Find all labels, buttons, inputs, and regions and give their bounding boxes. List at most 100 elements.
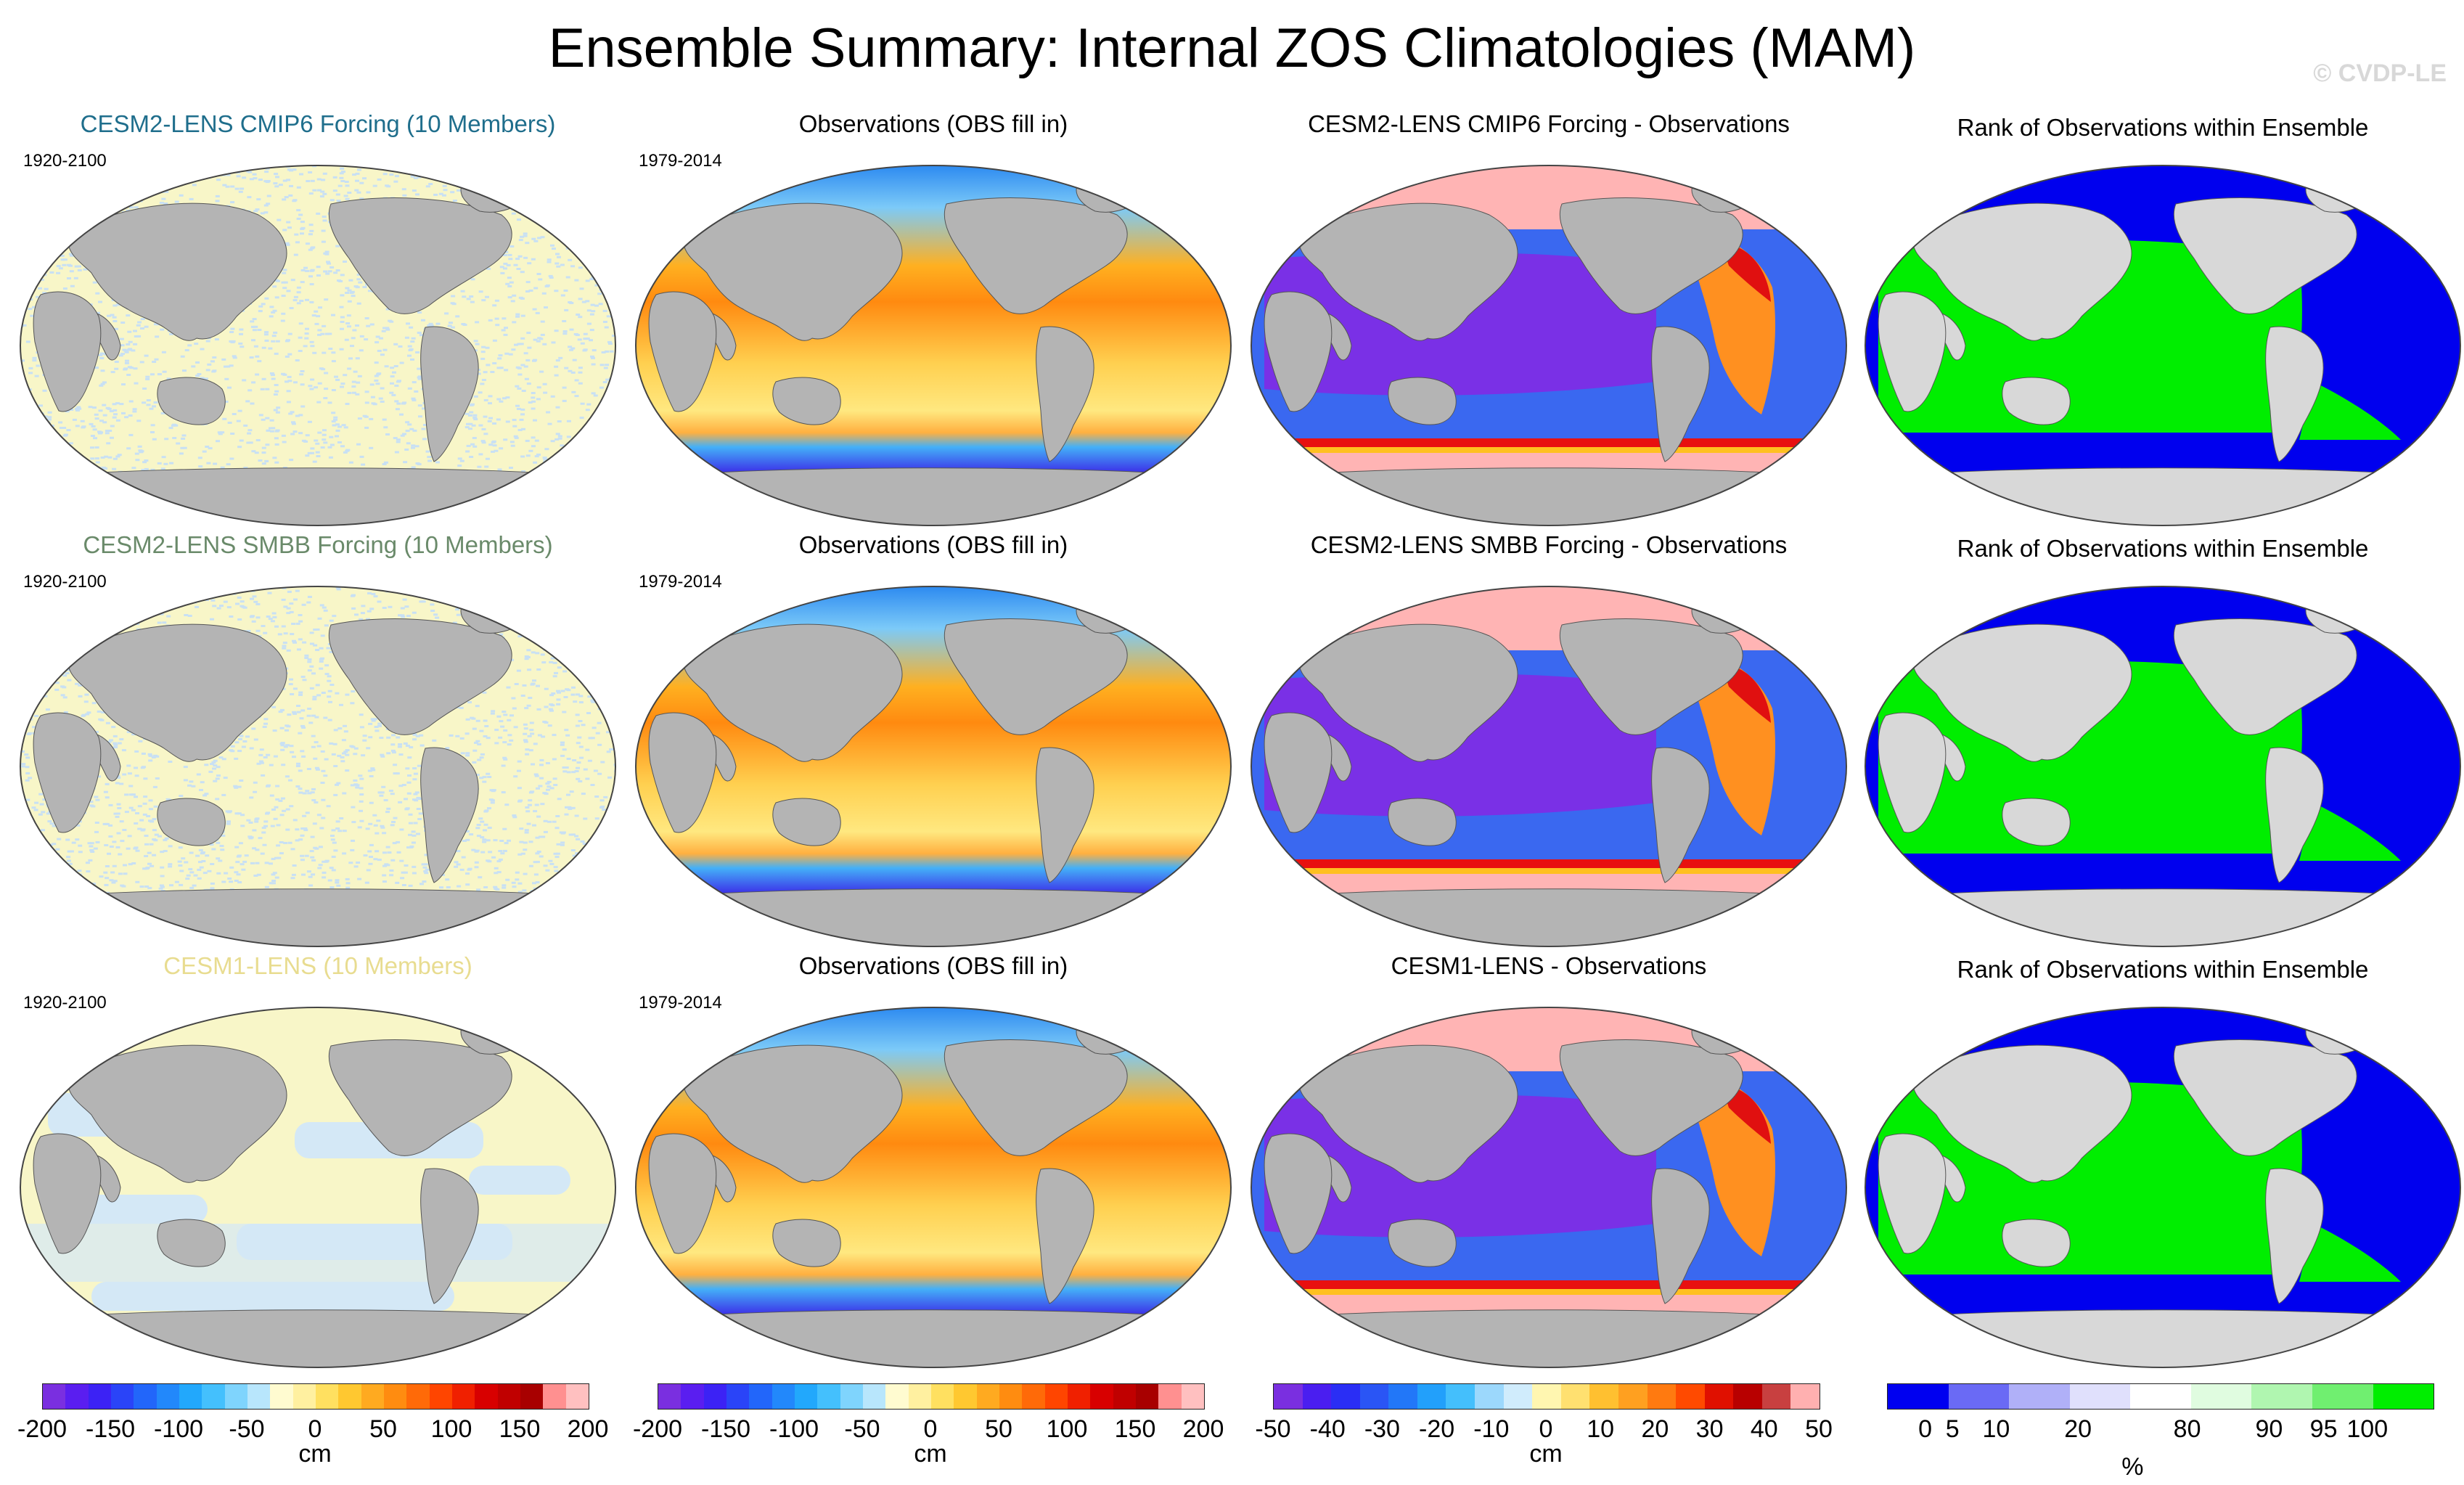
rank-map [1865, 165, 2461, 526]
period-label: 1920-2100 [23, 993, 107, 1012]
period-label: 1920-2100 [23, 151, 107, 171]
diff-map [1251, 165, 1847, 526]
colorbar-swatch [1676, 1384, 1705, 1409]
period-label: 1979-2014 [639, 572, 722, 592]
diff-panel-row3: CESM1-LENS - Observations [1244, 951, 1854, 1372]
colorbar-4: 0 5 10 20 80 90 95 100% [1887, 1383, 2434, 1485]
colorbar-tick-label: -150 [700, 1415, 751, 1443]
ens-map [20, 165, 616, 526]
colorbar-tick-label: 5 [1945, 1415, 1960, 1443]
colorbar-tick-label: 50 [369, 1415, 397, 1443]
diff-map [1251, 1007, 1847, 1368]
colorbar-swatch [429, 1384, 452, 1409]
colorbar-2: -200 -150 -100 -50 0 50 100 150 200 cm [633, 1383, 1224, 1485]
colorbar-swatch [224, 1384, 247, 1409]
colorbar-swatch [1158, 1384, 1182, 1409]
colorbar-swatch [1948, 1384, 2010, 1409]
colorbar-swatch [1022, 1384, 1045, 1409]
colorbar-swatch [1618, 1384, 1648, 1409]
colorbar-tick-label: -200 [632, 1415, 683, 1443]
colorbar-swatches [1273, 1383, 1820, 1410]
colorbar-unit: % [2121, 1453, 2144, 1481]
rank-map [1865, 1007, 2461, 1368]
colorbar-swatch [1647, 1384, 1677, 1409]
ens-map-frame [19, 1006, 617, 1369]
colorbar-swatch [1302, 1384, 1332, 1409]
colorbar-tick-label: 200 [1182, 1415, 1224, 1443]
colorbar-swatch [1331, 1384, 1360, 1409]
diff-panel-title: CESM2-LENS SMBB Forcing - Observations [1310, 531, 1788, 558]
colorbar-tick-label: -10 [1473, 1415, 1510, 1443]
colorbar-tick-label: -100 [769, 1415, 819, 1443]
colorbar-swatch [202, 1384, 225, 1409]
rank-panel-title: Rank of Observations within Ensemble [1957, 956, 2369, 983]
watermark: © CVDP-LE [2313, 60, 2447, 87]
period-label: 1979-2014 [639, 993, 722, 1012]
colorbar-swatch [520, 1384, 544, 1409]
colorbar-unit: cm [298, 1440, 332, 1468]
colorbar-swatch [383, 1384, 407, 1409]
colorbar-swatch [2373, 1384, 2434, 1409]
ens-map [20, 586, 616, 947]
colorbar-swatch [497, 1384, 520, 1409]
colorbar-swatch [726, 1384, 750, 1409]
colorbar-swatch [2130, 1384, 2191, 1409]
colorbar-swatch [1113, 1384, 1136, 1409]
rank-panel-row3: Rank of Observations within Ensemble [1858, 951, 2464, 1372]
colorbar-swatch [1067, 1384, 1091, 1409]
colorbar-swatch [1446, 1384, 1475, 1409]
colorbar-swatch [406, 1384, 430, 1409]
ens-panel-row1: CESM2-LENS CMIP6 Forcing (10 Members) 192… [13, 109, 623, 530]
colorbar-swatch [43, 1384, 66, 1409]
colorbar-tick-label: 20 [2064, 1415, 2092, 1443]
colorbar-swatches [1887, 1383, 2434, 1410]
colorbar-swatch [840, 1384, 863, 1409]
ens-map-frame [19, 585, 617, 948]
colorbar-tick-label: 200 [567, 1415, 609, 1443]
colorbar-swatch [156, 1384, 179, 1409]
colorbar-swatch [1761, 1384, 1791, 1409]
colorbar-tick-label: 30 [1695, 1415, 1724, 1443]
ens-panel-title: CESM1-LENS (10 Members) [163, 952, 472, 979]
colorbar-swatch [543, 1384, 566, 1409]
obs-map-frame [634, 585, 1232, 948]
colorbar-swatch [134, 1384, 157, 1409]
colorbar-swatch [292, 1384, 316, 1409]
colorbar-swatch [749, 1384, 772, 1409]
colorbar-1: -200 -150 -100 -50 0 50 100 150 200 cm [17, 1383, 608, 1485]
colorbar-tick-label: -50 [844, 1415, 880, 1443]
diff-panel-row1: CESM2-LENS CMIP6 Forcing - Observations [1244, 109, 1854, 530]
obs-panel-title: Observations (OBS fill in) [798, 110, 1068, 137]
colorbar-swatch [930, 1384, 954, 1409]
colorbar-unit: cm [1529, 1440, 1563, 1468]
colorbar-tick-label: 0 [923, 1415, 938, 1443]
colorbar-swatch [817, 1384, 840, 1409]
colorbar-swatch [1888, 1384, 1949, 1409]
colorbar-tick-label: -40 [1309, 1415, 1346, 1443]
rank-map-frame [1864, 1006, 2462, 1369]
colorbar-swatch [1532, 1384, 1561, 1409]
colorbar-swatch [658, 1384, 682, 1409]
colorbar-swatch [681, 1384, 704, 1409]
obs-panel-title: Observations (OBS fill in) [798, 952, 1068, 979]
colorbar-tick-label: -20 [1419, 1415, 1455, 1443]
colorbar-swatch [1560, 1384, 1590, 1409]
colorbar-tick-label: -50 [229, 1415, 265, 1443]
obs-map-frame [634, 164, 1232, 527]
rank-panel-title: Rank of Observations within Ensemble [1957, 114, 2369, 141]
colorbar-swatch [1475, 1384, 1504, 1409]
obs-map-frame [634, 1006, 1232, 1369]
colorbar-tick-label: 0 [308, 1415, 322, 1443]
diff-map-frame [1250, 1006, 1848, 1369]
obs-map [635, 1007, 1232, 1368]
colorbar-swatch [1790, 1384, 1820, 1409]
colorbar-swatch [1181, 1384, 1204, 1409]
colorbar-tick-label: 100 [430, 1415, 472, 1443]
colorbar-swatch [1733, 1384, 1762, 1409]
colorbar-swatch [65, 1384, 89, 1409]
diff-panel-row2: CESM2-LENS SMBB Forcing - Observations [1244, 530, 1854, 951]
colorbar-swatch [88, 1384, 111, 1409]
colorbar-swatch [1359, 1384, 1389, 1409]
colorbar-swatch [1704, 1384, 1734, 1409]
rank-panel-row2: Rank of Observations within Ensemble [1858, 530, 2464, 951]
